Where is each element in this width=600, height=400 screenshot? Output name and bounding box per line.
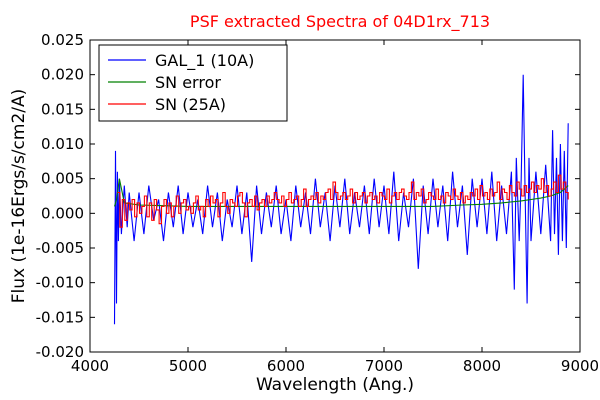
y-tick-label: 0.000 [41, 204, 84, 222]
x-axis-title: Wavelength (Ang.) [256, 375, 414, 395]
legend-label: SN (25A) [155, 95, 226, 114]
y-tick-label: -0.020 [36, 343, 84, 361]
x-tick-label: 4000 [71, 357, 109, 375]
y-tick-label: -0.015 [36, 308, 84, 326]
legend-frame [98, 44, 288, 122]
x-tick-label: 5000 [169, 357, 207, 375]
y-tick-label: 0.020 [41, 66, 84, 84]
legend: GAL_1 (10A) SN error SN (25A) [98, 44, 288, 122]
legend-label: GAL_1 (10A) [155, 51, 254, 71]
y-tick-label: 0.025 [41, 31, 84, 49]
y-tick-label: 0.010 [41, 135, 84, 153]
y-axis: -0.020 -0.015 -0.010 -0.005 0.000 0.005 0.010 0… [36, 31, 580, 361]
y-tick-label: -0.010 [36, 274, 84, 292]
y-tick-label: 0.015 [41, 100, 84, 118]
x-tick-label: 6000 [267, 357, 305, 375]
series-layer [113, 74, 569, 325]
series-line-3 [117, 174, 569, 228]
y-axis-title: Flux (1e-16Ergs/s/cm2/A) [9, 89, 29, 304]
legend-label: SN error [155, 73, 221, 92]
chart-title: PSF extracted Spectra of 04D1rx_713 [190, 12, 490, 32]
x-tick-label: 7000 [365, 357, 403, 375]
y-tick-label: 0.005 [41, 170, 84, 188]
x-axis: 4000 5000 6000 7000 8000 9000 [71, 40, 599, 375]
plot-frame [89, 39, 581, 353]
x-tick-label: 8000 [463, 357, 501, 375]
y-tick-label: -0.005 [36, 239, 84, 257]
x-tick-label: 9000 [561, 357, 599, 375]
